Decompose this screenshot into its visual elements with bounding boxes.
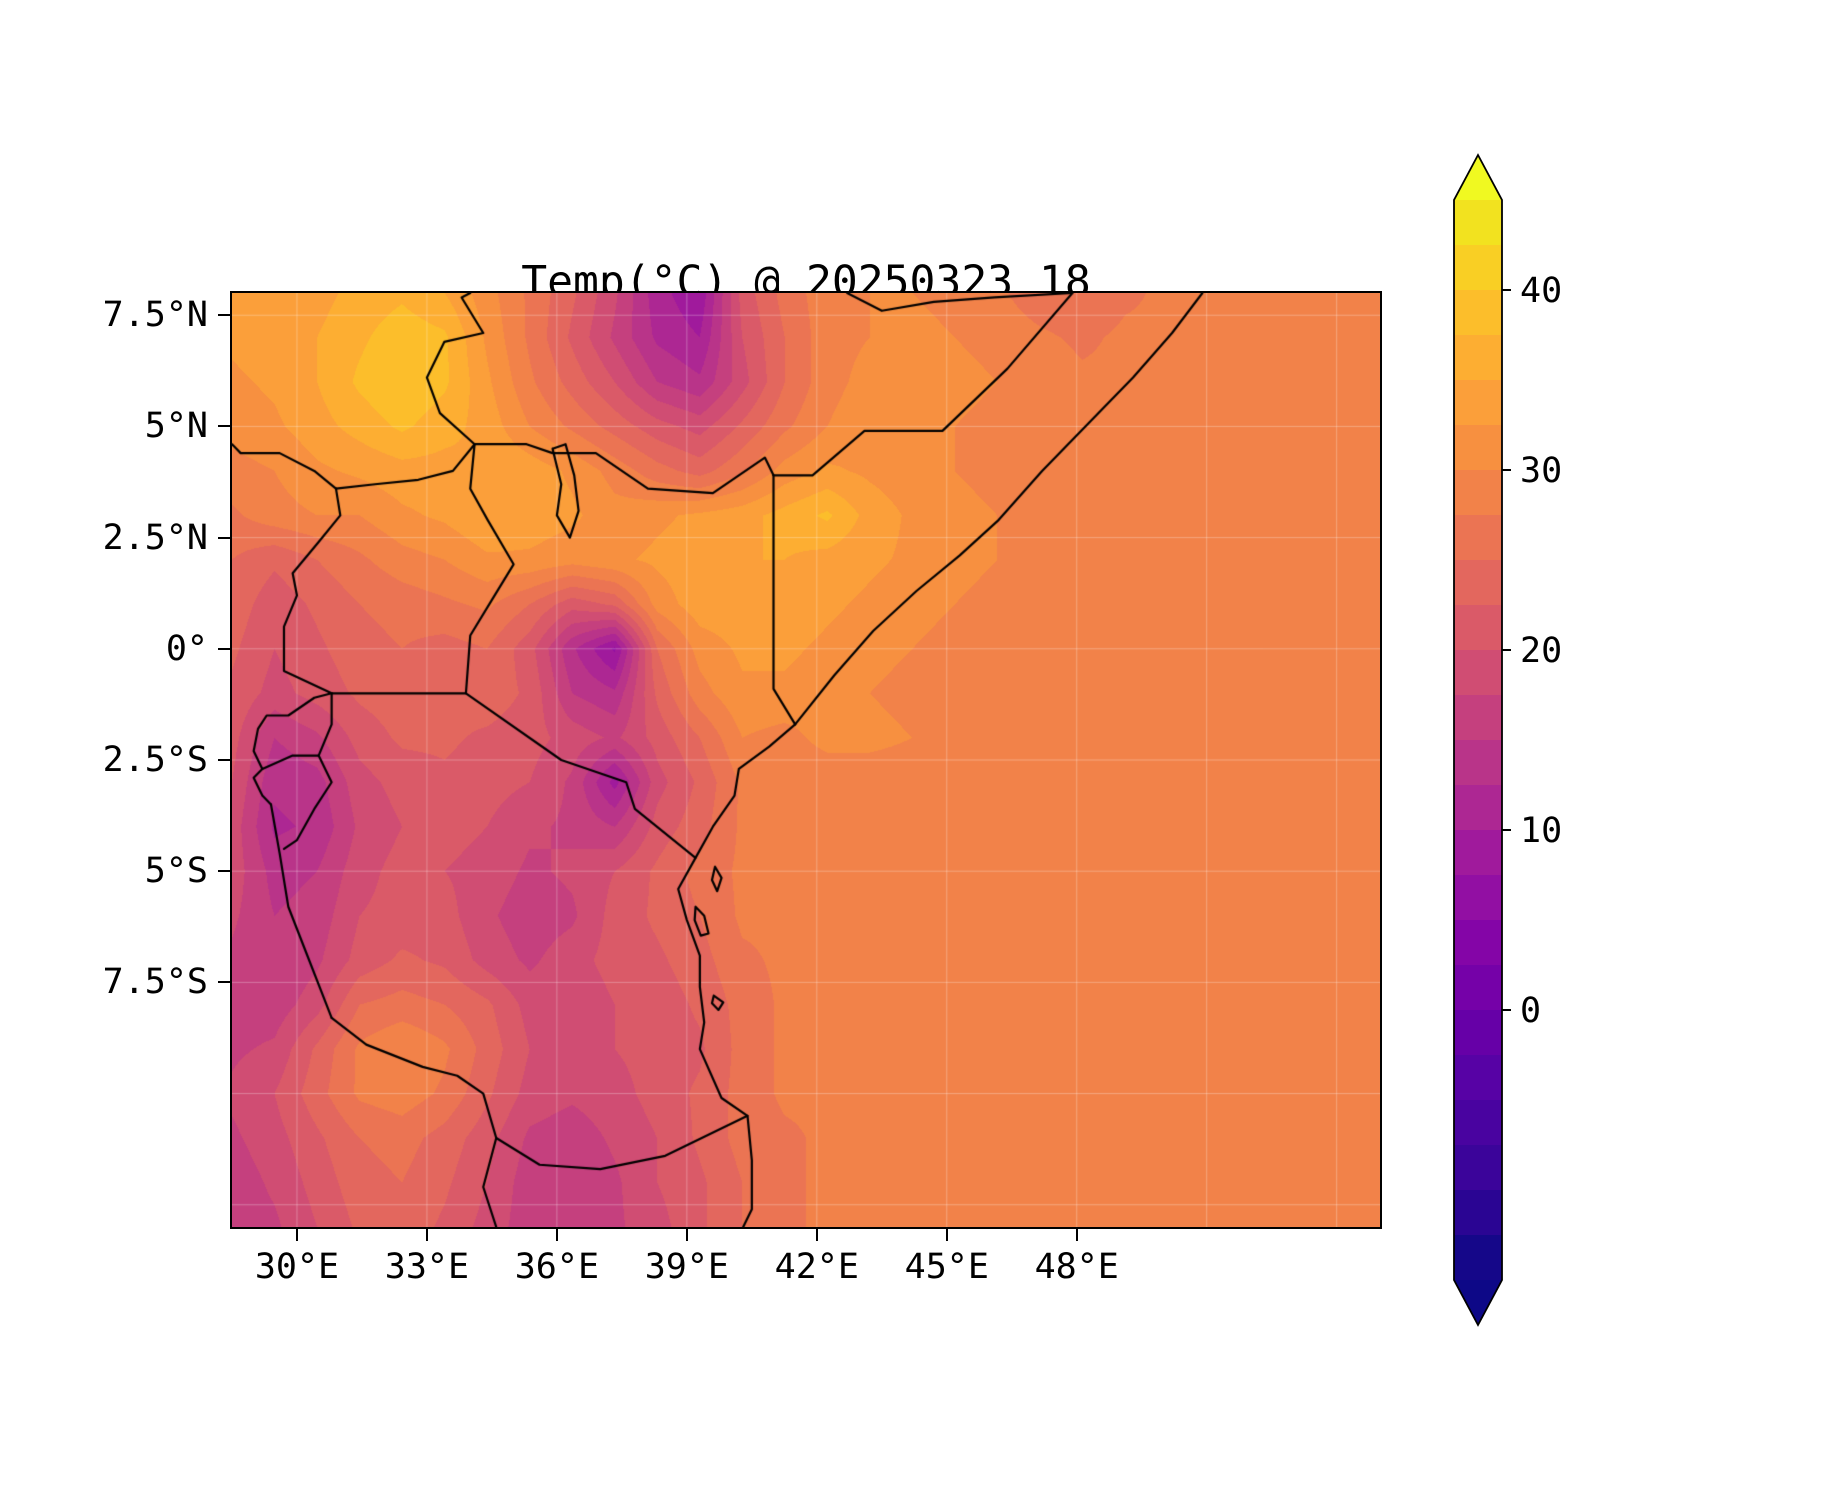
colorbar-band [1454,920,1502,965]
colorbar-band [1454,1010,1502,1055]
x-tick-label: 33°E [384,1247,470,1287]
colorbar-band [1454,1235,1502,1280]
colorbar-band [1454,335,1502,380]
x-tick-mark [685,1229,688,1241]
colorbar-band [1454,1100,1502,1145]
colorbar: 40 30 20 10 0 [1452,153,1602,1335]
x-tick-mark [555,1229,558,1241]
colorbar-band [1454,290,1502,335]
colorbar-band [1454,200,1502,245]
colorbar-under-arrow [1454,1280,1502,1325]
colorbar-tick-label: 0 [1520,991,1541,1031]
colorbar-band [1454,560,1502,605]
y-tick-mark [218,536,230,539]
y-tick-label: 7.5°S [102,962,208,1003]
y-tick-label: 7.5°N [102,295,208,336]
y-tick-mark [218,647,230,650]
colorbar-band [1454,515,1502,560]
x-tick-mark [295,1229,298,1241]
colorbar-outline [1453,153,1503,1327]
x-tick-mark [425,1229,428,1241]
y-tick-label: 0° [165,628,208,669]
y-tick-mark [218,981,230,984]
colorbar-tick-label: 40 [1520,271,1562,311]
y-tick-label: 2.5°S [102,740,208,780]
colorbar-band [1454,1055,1502,1100]
x-tick-mark [1075,1229,1078,1241]
colorbar-band [1454,875,1502,920]
x-tick-label: 39°E [644,1247,729,1287]
colorbar-band [1454,785,1502,830]
y-tick-mark [218,314,230,317]
y-tick-mark [218,759,230,761]
colorbar-band [1454,470,1502,515]
y-tick-mark [218,870,230,873]
x-tick-label: 30°E [254,1247,340,1287]
y-tick-label: 5°N [144,406,208,447]
colorbar-band [1454,245,1502,290]
colorbar-band [1454,1145,1502,1190]
colorbar-tick-label: 20 [1520,631,1562,671]
colorbar-band [1454,425,1502,470]
x-tick-mark [945,1229,948,1241]
colorbar-over-arrow [1454,155,1502,200]
colorbar-band [1454,380,1502,425]
map-plot [230,291,1382,1229]
colorbar-tick-label: 30 [1520,451,1562,491]
x-tick-label: 45°E [904,1247,989,1287]
x-tick-label: 48°E [1034,1247,1119,1287]
y-tick-mark [218,425,230,428]
colorbar-band [1454,740,1502,785]
colorbar-band [1454,1190,1502,1235]
colorbar-svg: 40 30 20 10 0 [1453,153,1562,1327]
x-tick-mark [815,1229,818,1241]
y-tick-label: 5°S [144,851,208,892]
colorbar-band [1454,605,1502,650]
map-canvas [232,293,1380,1227]
y-tick-label: 2.5°N [102,517,208,558]
x-tick-label: 36°E [514,1247,600,1287]
colorbar-band [1454,695,1502,740]
x-tick-label: 42°E [774,1247,859,1287]
colorbar-band [1454,650,1502,695]
colorbar-tick-label: 10 [1520,811,1562,851]
colorbar-band [1454,965,1502,1010]
colorbar-band [1454,830,1502,875]
